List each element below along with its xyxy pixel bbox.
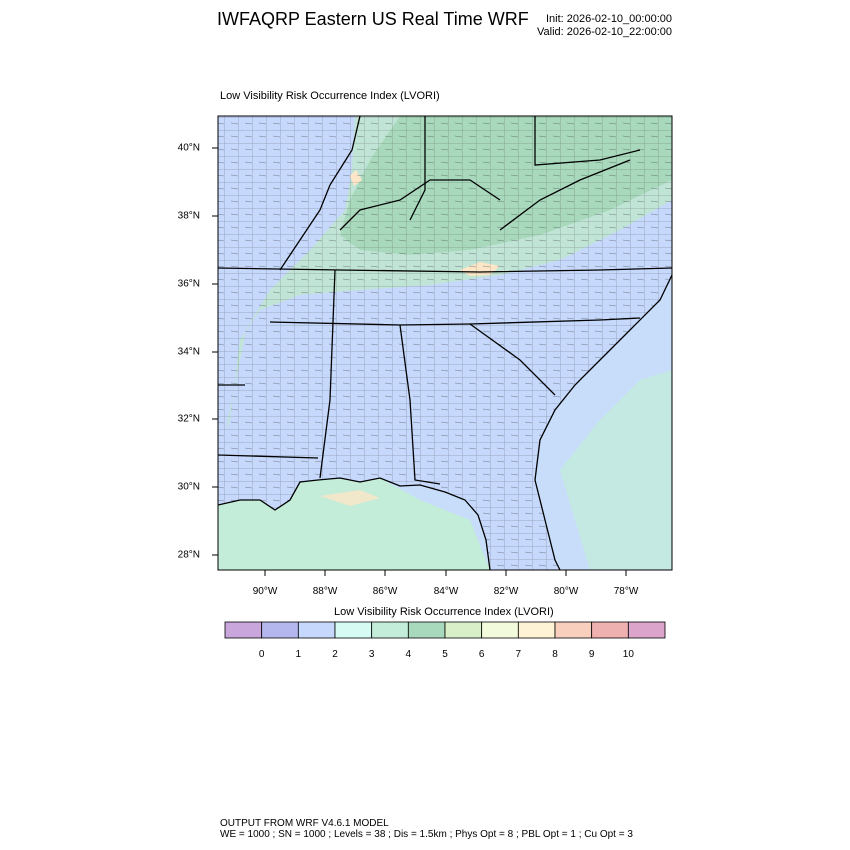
valid-time: Valid: 2026-02-10_22:00:00 (537, 26, 672, 38)
colorbar-box (371, 621, 409, 639)
colorbar-label: 9 (588, 649, 595, 660)
colorbar-label: 5 (442, 649, 448, 660)
colorbar-label: 10 (622, 649, 634, 660)
longitude-label: 90°W (252, 586, 278, 597)
colorbar-label: 7 (515, 649, 522, 660)
colorbar-box (224, 621, 263, 639)
latitude-label: 34°N (177, 346, 200, 358)
colorbar-label: 2 (332, 649, 338, 660)
colorbar (224, 621, 666, 639)
colorbar-label: 1 (295, 649, 302, 660)
colorbar-box (591, 621, 629, 639)
latitude-label: 30°N (177, 481, 200, 493)
longitude-label: 84°W (433, 586, 459, 597)
map-title: Low Visibility Risk Occurrence Index (LV… (220, 90, 440, 102)
latitude-label: 28°N (177, 549, 200, 561)
latitude-label: 38°N (177, 210, 200, 222)
colorbar-label: 8 (552, 649, 558, 660)
colorbar-box (444, 621, 483, 639)
colorbar-box (407, 621, 446, 639)
colorbar-label: 4 (405, 649, 412, 660)
colorbar-title: Low Visibility Risk Occurrence Index (LV… (334, 606, 554, 618)
latitude-label: 36°N (177, 278, 200, 290)
longitude-label: 82°W (493, 586, 519, 597)
colorbar-box (481, 621, 519, 639)
longitude-label: 86°W (372, 586, 398, 597)
model-settings-line: WE = 1000 ; SN = 1000 ; Levels = 38 ; Di… (220, 829, 633, 840)
longitude-label: 78°W (613, 586, 639, 597)
atlantic-coastal-zone (560, 370, 672, 570)
colorbar-box (261, 621, 299, 639)
longitude-label: 80°W (553, 586, 579, 597)
init-time: Init: 2026-02-10_00:00:00 (546, 13, 672, 25)
map-frame (217, 115, 673, 571)
colorbar-box (627, 621, 666, 639)
longitude-label: 88°W (312, 586, 338, 597)
colorbar-label: 0 (258, 649, 265, 660)
latitude-label: 32°N (177, 413, 200, 425)
model-info-line: OUTPUT FROM WRF V4.6.1 MODEL (220, 818, 389, 829)
colorbar-box (334, 621, 373, 639)
latitude-label: 40°N (177, 142, 200, 154)
plot-title: IWFAQRP Eastern US Real Time WRF (217, 9, 529, 29)
colorbar-label: 3 (368, 649, 375, 660)
state-boundaries (218, 116, 672, 570)
colorbar-box (517, 621, 556, 639)
colorbar-box (554, 621, 593, 639)
warm-spot (320, 490, 380, 506)
colorbar-box (297, 621, 336, 639)
colorbar-label: 6 (478, 649, 485, 660)
